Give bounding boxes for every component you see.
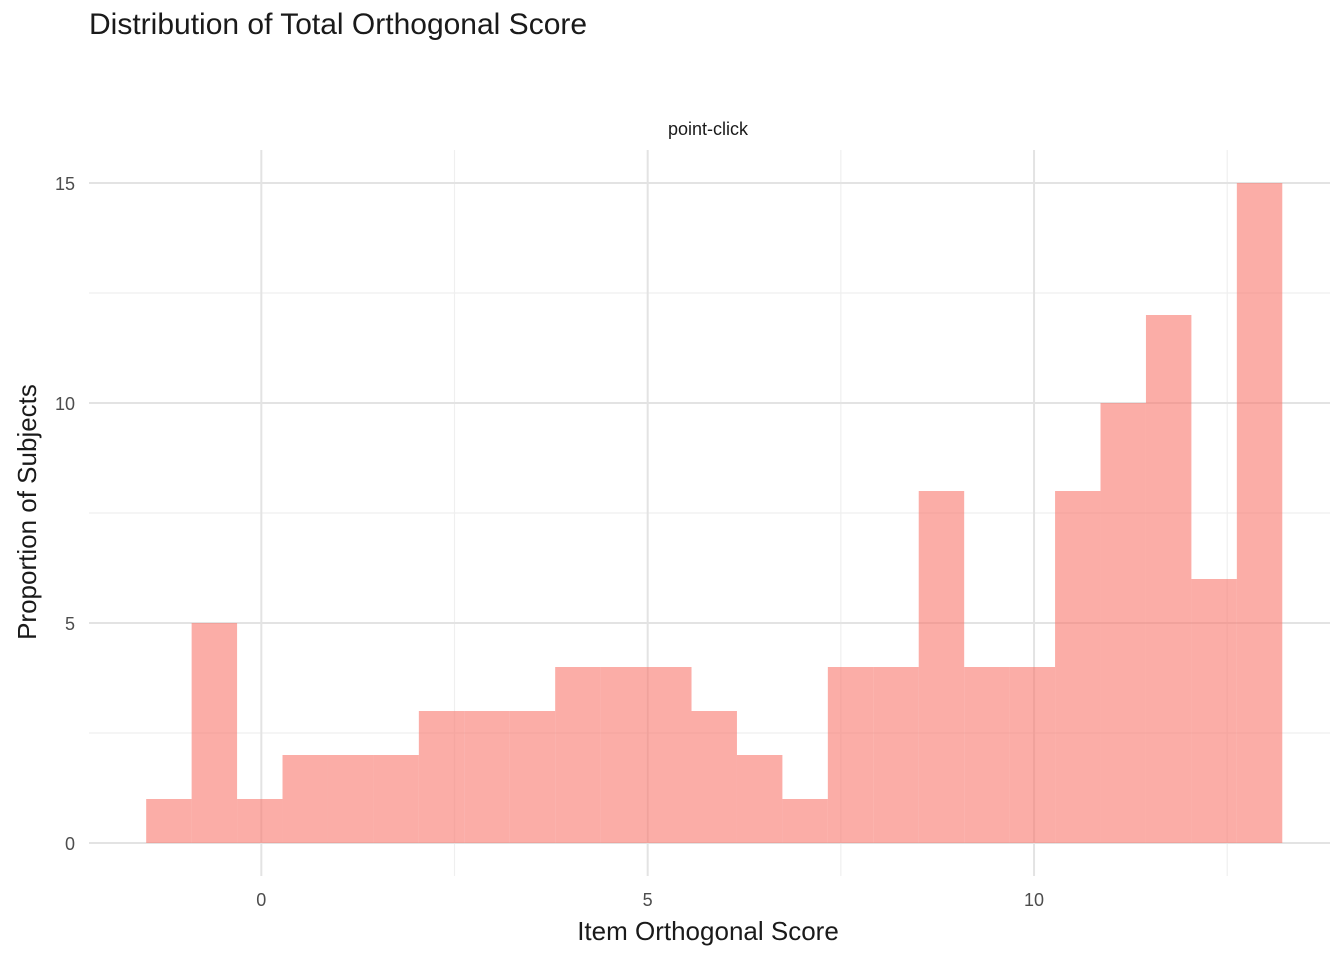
y-tick-labels: 0 5 10 15 [55, 174, 75, 854]
histogram-bar [1236, 183, 1283, 843]
histogram-bar [418, 711, 465, 843]
histogram-bar [873, 667, 919, 843]
histogram-bar [782, 799, 828, 843]
histogram-bar [646, 667, 692, 843]
histogram-bar [509, 711, 556, 843]
x-tick-labels: 0 5 10 [256, 890, 1044, 910]
x-axis-title: Item Orthogonal Score [577, 916, 839, 946]
histogram-bar [373, 755, 419, 843]
x-tick-label: 0 [256, 890, 266, 910]
x-tick-label: 10 [1024, 890, 1044, 910]
y-tick-label: 10 [55, 394, 75, 414]
histogram-bar [146, 799, 192, 843]
histogram-bar [237, 799, 283, 843]
histogram-bar [1191, 579, 1237, 843]
y-tick-label: 0 [65, 834, 75, 854]
chart-title: Distribution of Total Orthogonal Score [89, 8, 588, 41]
y-axis-title: Proportion of Subjects [12, 384, 42, 640]
histogram-bar [827, 667, 874, 843]
histogram-bar [555, 667, 601, 843]
y-tick-label: 15 [55, 174, 75, 194]
histogram-bars [146, 183, 1283, 843]
x-tick-label: 5 [643, 890, 653, 910]
histogram-bar [736, 755, 783, 843]
histogram-bar [964, 667, 1010, 843]
histogram-bar [1055, 491, 1101, 843]
histogram-bar [191, 623, 238, 843]
histogram-bar [691, 711, 737, 843]
facet-label: point-click [668, 119, 749, 139]
y-tick-label: 5 [65, 614, 75, 634]
histogram-bar [327, 755, 374, 843]
histogram-bar [464, 711, 510, 843]
histogram-bar [282, 755, 328, 843]
histogram-bar [1100, 403, 1146, 843]
histogram-bar [1009, 667, 1056, 843]
histogram-bar [918, 491, 965, 843]
histogram-bar [600, 667, 647, 843]
histogram-bar [1145, 315, 1192, 843]
